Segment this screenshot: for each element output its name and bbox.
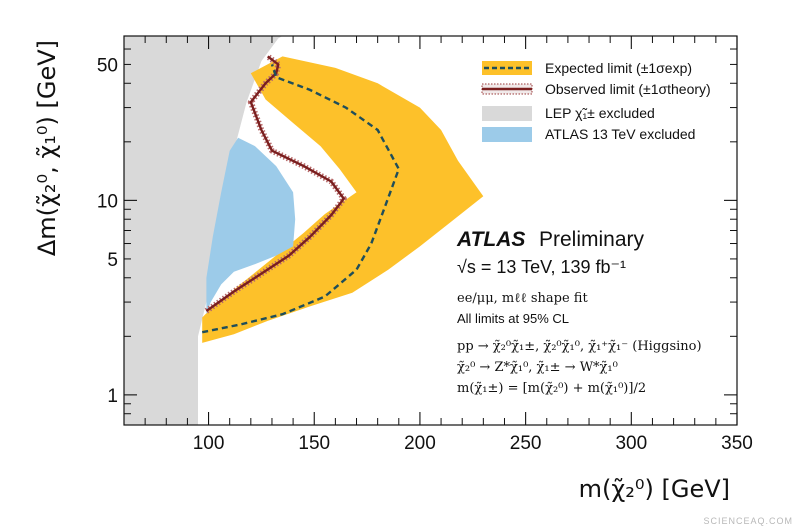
series-observed-limit	[205, 55, 345, 312]
y-tick-label-1: 1	[107, 386, 118, 407]
legend-swatch-lep	[482, 106, 532, 121]
legend-swatch-atlas	[482, 127, 532, 142]
atlas-label: ATLAS	[456, 228, 525, 251]
x-axis-title: m(χ̃₂⁰) [GeV]	[579, 475, 730, 503]
legend: Expected limit (±1σexp) Observed limit (…	[481, 60, 711, 142]
y-axis-title: Δm(χ̃₂⁰, χ̃₁⁰) [GeV]	[33, 40, 61, 256]
legend-swatch-expected	[482, 61, 532, 75]
series-lep-excluded	[124, 36, 283, 425]
series-expected-band	[202, 56, 484, 343]
watermark: SCIENCEAQ.COM	[703, 516, 793, 526]
x-tick-label-150: 150	[298, 433, 330, 454]
preliminary-label: Preliminary	[539, 228, 645, 251]
legend-label-lep: LEP χ̃₁± excluded	[545, 105, 655, 121]
decay-label: χ̃₂⁰ → Z*χ̃₁⁰, χ̃₁± → W*χ̃₁⁰	[457, 360, 618, 375]
legend-label-expected: Expected limit (±1σexp)	[545, 60, 692, 76]
legend-label-observed: Observed limit (±1σtheory)	[545, 81, 711, 97]
y-tick-label-50: 50	[97, 55, 118, 76]
legend-label-atlas: ATLAS 13 TeV excluded	[545, 126, 695, 142]
x-tick-label-300: 300	[615, 433, 647, 454]
x-tick-label-350: 350	[721, 433, 753, 454]
mass-label: m(χ̃₁±) = [m(χ̃₂⁰) + m(χ̃₁⁰)]/2	[457, 381, 646, 396]
fit-label: ee/μμ, mℓℓ shape fit	[457, 291, 588, 306]
x-tick-label-250: 250	[510, 433, 542, 454]
process-label: pp → χ̃₂⁰χ̃₁±, χ̃₂⁰χ̃₁⁰, χ̃₁⁺χ̃₁⁻ (Higgs…	[457, 339, 702, 354]
y-tick-label-5: 5	[107, 250, 118, 271]
x-tick-label-200: 200	[404, 433, 436, 454]
series-expected-limit	[201, 64, 401, 334]
series-atlas-13-tev-excluded	[206, 137, 296, 315]
annotations: ATLAS Preliminary √s = 13 TeV, 139 fb⁻¹ …	[456, 228, 702, 396]
y-tick-label-10: 10	[97, 191, 118, 212]
energy-label: √s = 13 TeV, 139 fb⁻¹	[457, 257, 626, 277]
cl-label: All limits at 95% CL	[457, 311, 569, 326]
x-tick-label-100: 100	[193, 433, 225, 454]
